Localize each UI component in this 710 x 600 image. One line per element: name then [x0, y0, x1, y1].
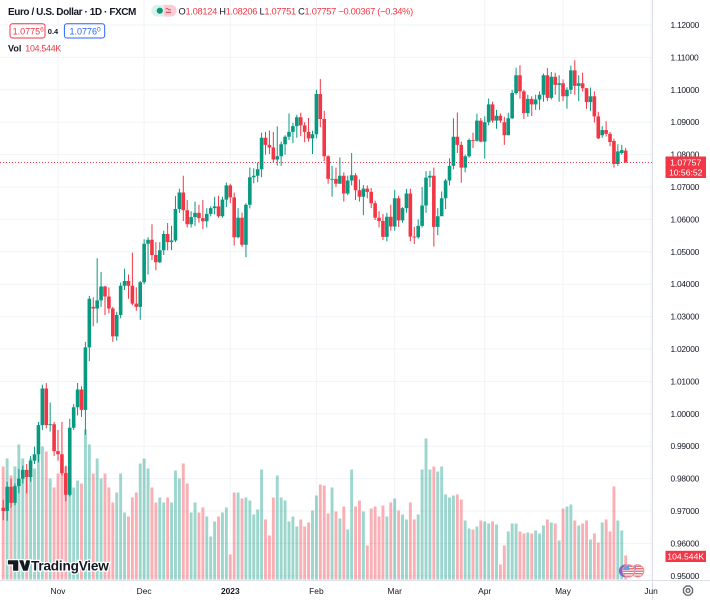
svg-text:0.95000: 0.95000 — [671, 571, 700, 581]
svg-text:Apr: Apr — [478, 586, 491, 596]
svg-text:10:56:52: 10:56:52 — [669, 167, 703, 177]
svg-text:1.08000: 1.08000 — [671, 150, 700, 160]
svg-text:1.02000: 1.02000 — [671, 344, 700, 354]
svg-text:1.07756: 1.07756 — [13, 26, 45, 36]
svg-text:1.05000: 1.05000 — [671, 247, 700, 257]
svg-text:0.98000: 0.98000 — [671, 474, 700, 484]
svg-text:2023: 2023 — [221, 586, 240, 596]
svg-text:1.01000: 1.01000 — [671, 376, 700, 386]
svg-text:104.544K: 104.544K — [25, 44, 61, 54]
svg-text:1.11000: 1.11000 — [671, 52, 699, 62]
svg-text:104.544K: 104.544K — [667, 552, 704, 562]
svg-text:Vol: Vol — [8, 44, 21, 54]
svg-text:1.12000: 1.12000 — [671, 20, 700, 30]
svg-text:1.07000: 1.07000 — [671, 182, 700, 192]
svg-text:TradingView: TradingView — [31, 558, 109, 573]
svg-text:0.4: 0.4 — [48, 27, 59, 36]
svg-text:Dec: Dec — [137, 586, 152, 596]
svg-text:May: May — [555, 586, 572, 596]
svg-text:1.04000: 1.04000 — [671, 279, 700, 289]
svg-text:1.09000: 1.09000 — [671, 117, 700, 127]
svg-text:O1.08124 H1.08206 L1.07751: O1.08124 H1.08206 L1.07751 C1.07757 −0.0… — [179, 7, 414, 17]
svg-text:Nov: Nov — [51, 586, 67, 596]
svg-text:1.03000: 1.03000 — [671, 312, 700, 322]
svg-text:0.96000: 0.96000 — [671, 538, 700, 548]
svg-text:1.06000: 1.06000 — [671, 214, 700, 224]
svg-text:1.00000: 1.00000 — [671, 409, 700, 419]
svg-text:0.99000: 0.99000 — [671, 441, 700, 451]
svg-text:1.07760: 1.07760 — [70, 26, 102, 36]
svg-text:Jun: Jun — [644, 586, 658, 596]
svg-text:Mar: Mar — [387, 586, 402, 596]
svg-text:Feb: Feb — [309, 586, 324, 596]
svg-text:0.97000: 0.97000 — [671, 506, 700, 516]
svg-text:1.10000: 1.10000 — [671, 85, 700, 95]
svg-text:Euro / U.S. Dollar · 1D · FXCM: Euro / U.S. Dollar · 1D · FXCM — [8, 7, 136, 18]
svg-text:1.07757: 1.07757 — [670, 157, 701, 167]
